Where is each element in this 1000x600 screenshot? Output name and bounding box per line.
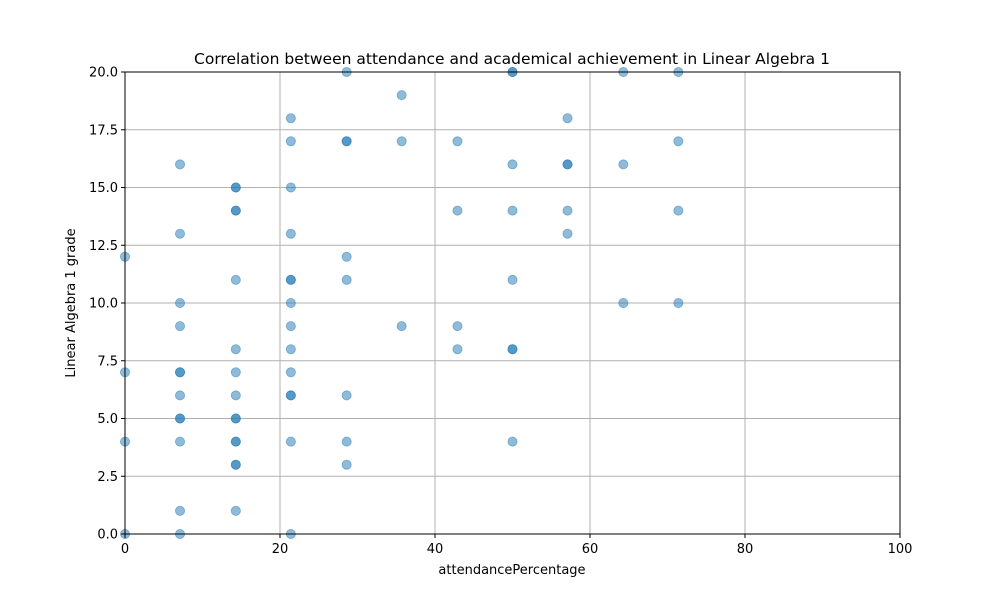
data-point xyxy=(285,297,296,308)
y-tick-label: 5.0 xyxy=(97,412,118,427)
data-point xyxy=(673,297,684,308)
chart-title: Correlation between attendance and acade… xyxy=(194,50,830,68)
data-point xyxy=(285,274,296,285)
data-point xyxy=(175,436,186,447)
x-tick-label: 0 xyxy=(121,542,129,557)
data-point xyxy=(507,274,518,285)
y-axis: 0.0 2.5 5.0 7.5 10.0 12.5 15.0 17.5 20.0 xyxy=(89,66,125,543)
data-point xyxy=(341,274,352,285)
data-point xyxy=(507,205,518,216)
x-axis-title: attendancePercentage xyxy=(438,563,585,578)
data-point xyxy=(285,113,296,124)
data-point xyxy=(230,390,241,401)
data-point xyxy=(230,436,241,447)
data-point xyxy=(341,136,352,147)
data-point xyxy=(230,505,241,516)
data-point xyxy=(341,390,352,401)
data-point xyxy=(507,436,518,447)
data-point xyxy=(285,436,296,447)
data-point xyxy=(285,321,296,332)
x-axis: 0 20 40 60 80 100 xyxy=(121,534,913,557)
data-point xyxy=(673,136,684,147)
data-point xyxy=(175,367,186,378)
data-point xyxy=(175,297,186,308)
data-point xyxy=(396,321,407,332)
data-point xyxy=(507,344,518,355)
data-point xyxy=(562,159,573,170)
data-point xyxy=(562,205,573,216)
data-point xyxy=(175,413,186,424)
x-tick-label: 20 xyxy=(272,542,289,557)
data-point xyxy=(285,367,296,378)
data-point xyxy=(618,159,629,170)
data-point xyxy=(285,182,296,193)
data-point xyxy=(452,136,463,147)
data-point xyxy=(452,344,463,355)
data-point xyxy=(285,136,296,147)
data-point xyxy=(562,228,573,239)
y-tick-label: 12.5 xyxy=(89,239,118,254)
data-point xyxy=(230,413,241,424)
data-point xyxy=(507,159,518,170)
y-tick-label: 2.5 xyxy=(97,470,118,485)
x-tick-label: 60 xyxy=(582,542,599,557)
data-point xyxy=(673,205,684,216)
y-tick-label: 15.0 xyxy=(89,181,118,196)
x-tick-label: 80 xyxy=(737,542,754,557)
data-point xyxy=(175,505,186,516)
data-point xyxy=(618,297,629,308)
data-point xyxy=(175,390,186,401)
data-point xyxy=(396,90,407,101)
y-tick-label: 7.5 xyxy=(97,354,118,369)
data-point xyxy=(175,228,186,239)
data-point xyxy=(230,274,241,285)
data-point xyxy=(285,344,296,355)
data-point xyxy=(341,251,352,262)
data-point xyxy=(230,367,241,378)
x-tick-label: 100 xyxy=(888,542,913,557)
y-tick-label: 20.0 xyxy=(89,66,118,81)
data-point xyxy=(452,321,463,332)
data-point xyxy=(285,390,296,401)
data-point xyxy=(396,136,407,147)
data-point xyxy=(341,459,352,470)
data-points xyxy=(120,67,684,540)
data-point xyxy=(285,228,296,239)
data-point xyxy=(175,321,186,332)
data-point xyxy=(562,113,573,124)
y-tick-label: 17.5 xyxy=(89,123,118,138)
y-tick-label: 0.0 xyxy=(97,528,118,543)
y-tick-label: 10.0 xyxy=(89,297,118,312)
data-point xyxy=(230,182,241,193)
data-point xyxy=(230,205,241,216)
data-point xyxy=(175,159,186,170)
data-point xyxy=(230,459,241,470)
data-point xyxy=(452,205,463,216)
y-axis-title: Linear Algebra 1 grade xyxy=(64,228,79,377)
data-point xyxy=(341,436,352,447)
x-tick-label: 40 xyxy=(427,542,444,557)
data-point xyxy=(230,344,241,355)
